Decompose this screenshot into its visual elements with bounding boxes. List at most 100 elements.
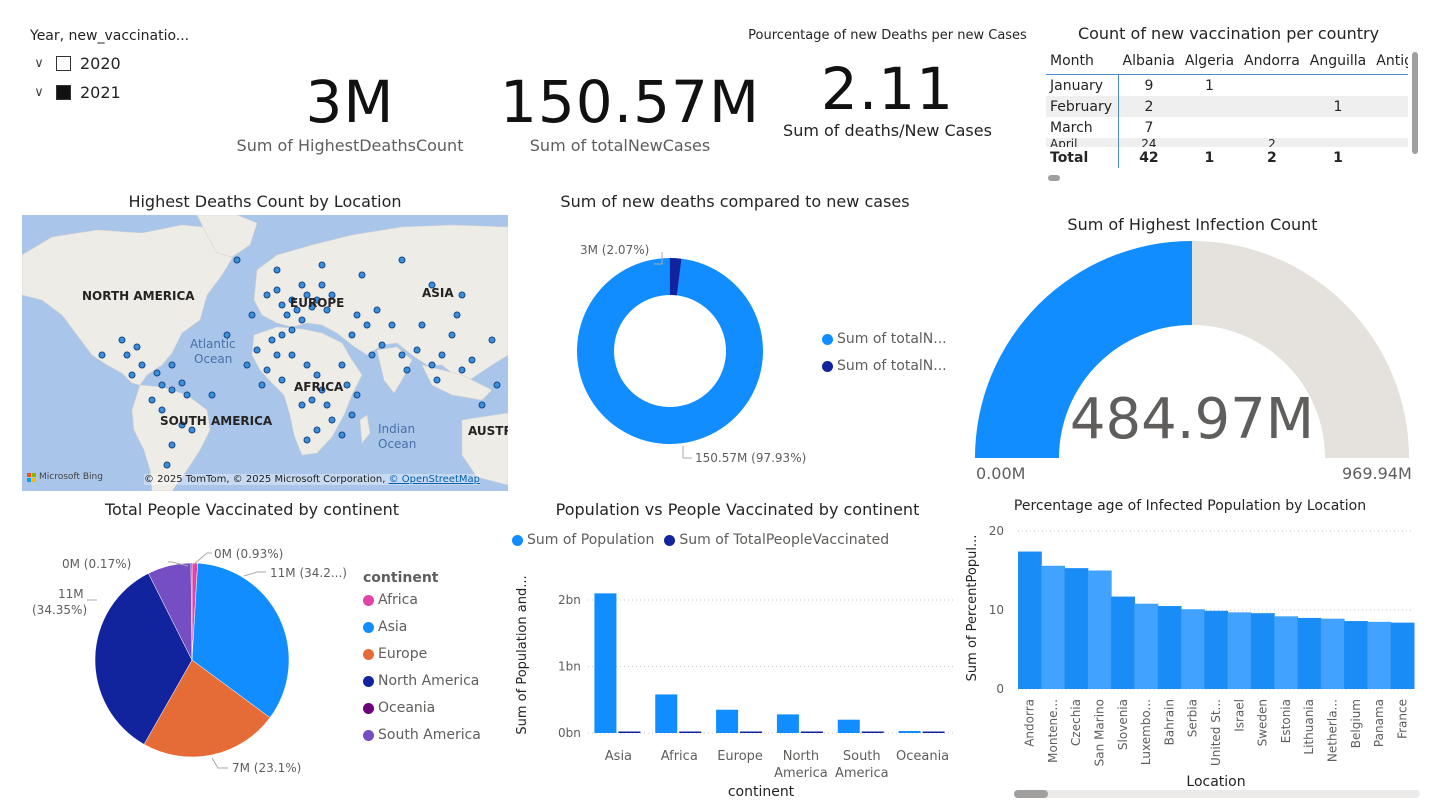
map-location-dot[interactable] bbox=[288, 326, 296, 334]
map-location-dot[interactable] bbox=[158, 406, 166, 414]
map-location-dot[interactable] bbox=[118, 336, 126, 344]
map-location-dot[interactable] bbox=[453, 311, 461, 319]
map-location-dot[interactable] bbox=[268, 336, 276, 344]
bar-infected[interactable] bbox=[1367, 621, 1392, 689]
bar-population[interactable] bbox=[594, 593, 617, 733]
map-location-dot[interactable] bbox=[378, 341, 386, 349]
map-location-dot[interactable] bbox=[303, 361, 311, 369]
map-location-dot[interactable] bbox=[398, 351, 406, 359]
map-location-dot[interactable] bbox=[273, 351, 281, 359]
donut-chart[interactable]: 3M (2.07%) 150.57M (97.93%) bbox=[520, 228, 950, 478]
map-location-dot[interactable] bbox=[178, 421, 186, 429]
map-location-dot[interactable] bbox=[263, 291, 271, 299]
bar-population[interactable] bbox=[655, 694, 678, 733]
legend-item-south-america[interactable]: South America bbox=[363, 727, 481, 743]
map-location-dot[interactable] bbox=[348, 331, 356, 339]
bar-vaccinated[interactable] bbox=[861, 731, 884, 734]
matrix-col-month[interactable]: Month bbox=[1046, 48, 1119, 75]
legend-item[interactable]: Sum of Population bbox=[512, 532, 654, 548]
map-location-dot[interactable] bbox=[233, 256, 241, 264]
map-location-dot[interactable] bbox=[313, 296, 321, 304]
map-location-dot[interactable] bbox=[293, 306, 301, 314]
bar-infected[interactable] bbox=[1041, 565, 1066, 689]
pie-slice-asia[interactable] bbox=[191, 562, 290, 719]
map-location-dot[interactable] bbox=[328, 416, 336, 424]
legend-item-asia[interactable]: Asia bbox=[363, 619, 481, 635]
map-location-dot[interactable] bbox=[318, 261, 326, 269]
map-location-dot[interactable] bbox=[248, 311, 256, 319]
matrix-col-albania[interactable]: Albania bbox=[1118, 48, 1181, 75]
deaths-map[interactable]: NORTH AMERICA EUROPE ASIA AFRICA SOUTH A… bbox=[22, 215, 508, 491]
matrix-col-antigua[interactable]: Antigu bbox=[1372, 48, 1408, 75]
bar-population[interactable] bbox=[776, 714, 799, 733]
map-location-dot[interactable] bbox=[153, 369, 161, 377]
map-location-dot[interactable] bbox=[123, 351, 131, 359]
map-location-dot[interactable] bbox=[148, 396, 156, 404]
map-location-dot[interactable] bbox=[168, 386, 176, 394]
map-location-dot[interactable] bbox=[318, 281, 326, 289]
map-location-dot[interactable] bbox=[98, 351, 106, 359]
bar-inf-scrollbar[interactable] bbox=[1014, 790, 1420, 798]
bar-infected[interactable] bbox=[1134, 603, 1159, 689]
checkbox-2020[interactable] bbox=[56, 56, 71, 71]
map-location-dot[interactable] bbox=[353, 391, 361, 399]
map-location-dot[interactable] bbox=[458, 366, 466, 374]
matrix-col-algeria[interactable]: Algeria bbox=[1180, 48, 1241, 75]
matrix-vertical-scrollbar[interactable] bbox=[1412, 52, 1418, 154]
bar-vaccinated[interactable] bbox=[618, 731, 641, 734]
bar-infected[interactable] bbox=[1204, 610, 1229, 689]
map-location-dot[interactable] bbox=[288, 351, 296, 359]
gauge-chart[interactable]: 484.97M bbox=[975, 238, 1410, 460]
map-location-dot[interactable] bbox=[168, 361, 176, 369]
map-location-dot[interactable] bbox=[298, 401, 306, 409]
map-location-dot[interactable] bbox=[413, 346, 421, 354]
map-location-dot[interactable] bbox=[298, 316, 306, 324]
bar-infected[interactable] bbox=[1274, 616, 1299, 689]
bar-infected[interactable] bbox=[1297, 617, 1322, 689]
map-location-dot[interactable] bbox=[243, 361, 251, 369]
map-location-dot[interactable] bbox=[428, 361, 436, 369]
map-location-dot[interactable] bbox=[338, 361, 346, 369]
map-location-dot[interactable] bbox=[298, 281, 306, 289]
map-location-dot[interactable] bbox=[458, 291, 466, 299]
matrix-col-anguilla[interactable]: Anguilla bbox=[1305, 48, 1373, 75]
map-location-dot[interactable] bbox=[133, 343, 141, 351]
donut-slice-new-deaths[interactable] bbox=[669, 258, 682, 296]
map-location-dot[interactable] bbox=[373, 306, 381, 314]
map-location-dot[interactable] bbox=[283, 311, 291, 319]
pie-chart[interactable]: 0M (0.93%) 11M (34.2...) 0M (0.17%) 11M … bbox=[22, 540, 362, 780]
bar-infected[interactable] bbox=[1181, 609, 1205, 689]
osm-link[interactable]: © OpenStreetMap bbox=[388, 474, 480, 485]
map-location-dot[interactable] bbox=[348, 411, 356, 419]
matrix-col-andorra[interactable]: Andorra bbox=[1240, 48, 1306, 75]
map-location-dot[interactable] bbox=[433, 376, 441, 384]
map-location-dot[interactable] bbox=[128, 371, 136, 379]
pie-slice-europe[interactable] bbox=[143, 659, 271, 758]
map-location-dot[interactable] bbox=[478, 401, 486, 409]
map-location-dot[interactable] bbox=[183, 391, 191, 399]
bar-vaccinated[interactable] bbox=[800, 731, 823, 734]
bar-infected[interactable] bbox=[1250, 613, 1275, 689]
matrix-horizontal-scrollbar[interactable] bbox=[1048, 175, 1060, 181]
map-location-dot[interactable] bbox=[398, 256, 406, 264]
legend-item-oceania[interactable]: Oceania bbox=[363, 700, 481, 716]
map-location-dot[interactable] bbox=[308, 303, 316, 311]
bar-vaccinated[interactable] bbox=[740, 731, 763, 734]
map-location-dot[interactable] bbox=[278, 376, 286, 384]
map-location-dot[interactable] bbox=[388, 321, 396, 329]
map-location-dot[interactable] bbox=[188, 426, 196, 434]
map-location-dot[interactable] bbox=[448, 331, 456, 339]
chevron-down-icon[interactable]: ∨ bbox=[34, 85, 44, 100]
map-location-dot[interactable] bbox=[158, 381, 166, 389]
bar-inf-chart[interactable]: Sum of PercentPopul... 20 10 0 Andorra Mont… bbox=[962, 518, 1420, 788]
map-location-dot[interactable] bbox=[353, 311, 361, 319]
map-location-dot[interactable] bbox=[313, 371, 321, 379]
bar-pop-chart[interactable]: Sum of Population and... 2bn 1bn 0bn Asia A… bbox=[508, 560, 958, 802]
map-canvas[interactable]: NORTH AMERICA EUROPE ASIA AFRICA SOUTH A… bbox=[22, 215, 508, 491]
bar-inf-scroll-thumb[interactable] bbox=[1014, 790, 1048, 798]
map-location-dot[interactable] bbox=[278, 301, 286, 309]
map-location-dot[interactable] bbox=[438, 351, 446, 359]
bar-vaccinated[interactable] bbox=[922, 731, 945, 734]
legend-item-africa[interactable]: Africa bbox=[363, 592, 481, 608]
map-location-dot[interactable] bbox=[363, 321, 371, 329]
